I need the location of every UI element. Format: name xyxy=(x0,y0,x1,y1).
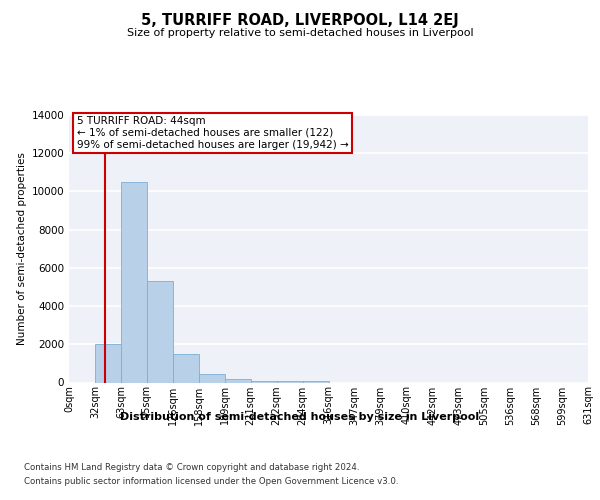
Text: 5 TURRIFF ROAD: 44sqm
← 1% of semi-detached houses are smaller (122)
99% of semi: 5 TURRIFF ROAD: 44sqm ← 1% of semi-detac… xyxy=(77,116,349,150)
Bar xyxy=(95,344,121,383)
Bar xyxy=(199,374,224,382)
Text: Contains HM Land Registry data © Crown copyright and database right 2024.: Contains HM Land Registry data © Crown c… xyxy=(24,464,359,472)
Text: Contains public sector information licensed under the Open Government Licence v3: Contains public sector information licen… xyxy=(24,477,398,486)
Bar xyxy=(277,381,302,382)
Bar xyxy=(121,182,147,382)
Text: 5, TURRIFF ROAD, LIVERPOOL, L14 2EJ: 5, TURRIFF ROAD, LIVERPOOL, L14 2EJ xyxy=(141,12,459,28)
Bar xyxy=(302,380,329,382)
Bar xyxy=(173,354,199,382)
Text: Distribution of semi-detached houses by size in Liverpool: Distribution of semi-detached houses by … xyxy=(121,412,479,422)
Y-axis label: Number of semi-detached properties: Number of semi-detached properties xyxy=(17,152,27,345)
Bar xyxy=(147,281,173,382)
Text: Size of property relative to semi-detached houses in Liverpool: Size of property relative to semi-detach… xyxy=(127,28,473,38)
Bar xyxy=(251,380,277,382)
Bar xyxy=(225,378,251,382)
